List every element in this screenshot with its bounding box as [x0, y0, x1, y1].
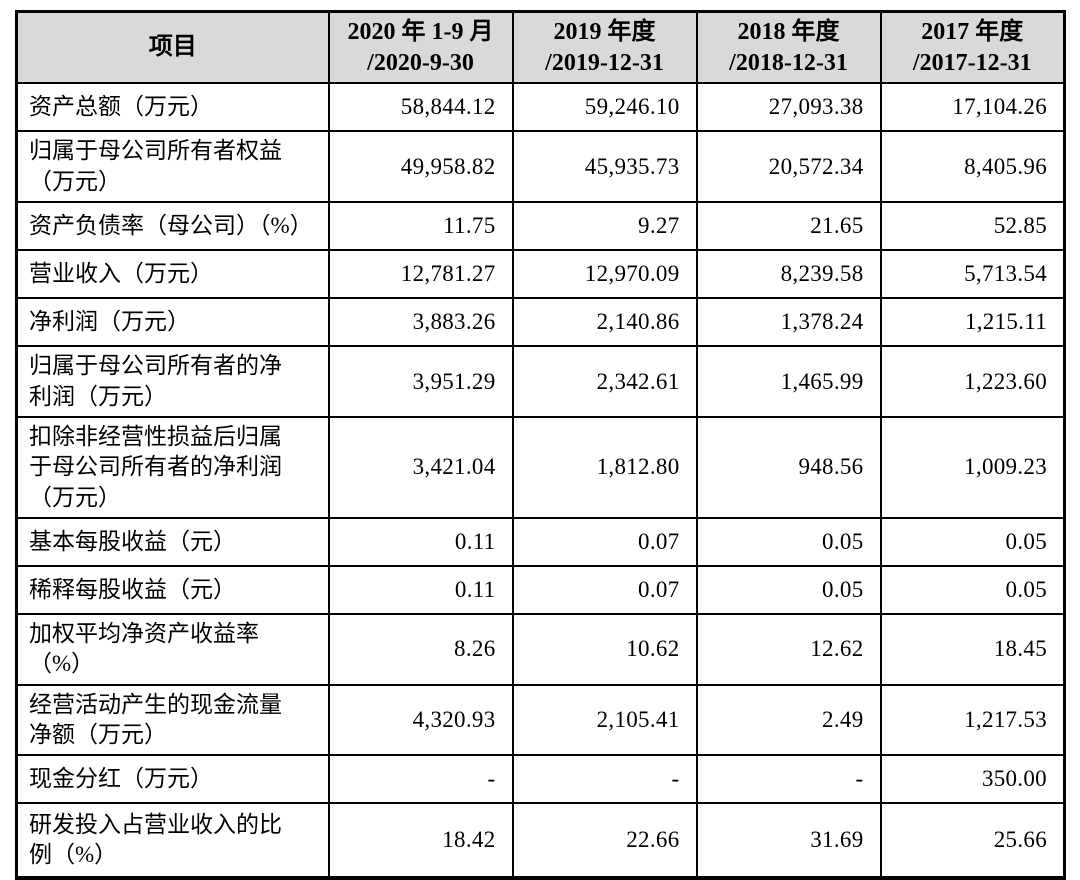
cell-value: 2,140.86 [511, 297, 698, 348]
cell-value: 25.66 [879, 802, 1066, 880]
cell-value: 1,223.60 [879, 345, 1066, 418]
cell-value: 3,421.04 [327, 415, 514, 519]
cell-value: 2,105.41 [511, 683, 698, 757]
cell-value: 22.66 [511, 802, 698, 880]
column-header-item: 项目 [15, 10, 330, 85]
header-row: 项目 2020 年 1-9 月 /2020-9-30 2019 年度 /2019… [15, 10, 1066, 85]
cell-value: 8,239.58 [695, 249, 882, 300]
row-label: 现金分红（万元） [15, 754, 330, 805]
cell-value: 20,572.34 [695, 130, 882, 204]
cell-value: 21.65 [695, 201, 882, 252]
column-header-2019: 2019 年度 /2019-12-31 [511, 10, 698, 85]
cell-value: 1,378.24 [695, 297, 882, 348]
cell-value: 12.62 [695, 612, 882, 686]
cell-value: 27,093.38 [695, 82, 882, 133]
cell-value: 0.07 [511, 516, 698, 567]
cell-value: 31.69 [695, 802, 882, 880]
cell-value: 12,970.09 [511, 249, 698, 300]
cell-value: 1,215.11 [879, 297, 1066, 348]
cell-value: 0.05 [879, 564, 1066, 615]
cell-value: 11.75 [327, 201, 514, 252]
header-date-label: /2019-12-31 [545, 49, 664, 76]
row-label: 研发投入占营业收入的比 例（%） [15, 802, 330, 880]
cell-value: 12,781.27 [327, 249, 514, 300]
row-label: 稀释每股收益（元） [15, 564, 330, 615]
cell-value: 18.45 [879, 612, 1066, 686]
cell-value: 948.56 [695, 415, 882, 519]
cell-value: 2.49 [695, 683, 882, 757]
column-header-2018: 2018 年度 /2018-12-31 [695, 10, 882, 85]
header-period-label: 2020 年 1-9 月 [347, 19, 494, 45]
header-date-label: /2017-12-31 [912, 49, 1032, 76]
table-row-operating-cash-flow: 经营活动产生的现金流量 净额（万元） 4,320.93 2,105.41 2.4… [15, 683, 1066, 757]
table-row-weighted-roe: 加权平均净资产收益率 （%） 8.26 10.62 12.62 18.45 [15, 612, 1066, 686]
header-date-label: /2020-9-30 [367, 49, 474, 76]
cell-value: 18.42 [327, 802, 514, 880]
cell-value: 17,104.26 [879, 82, 1066, 133]
table-row-debt-ratio: 资产负债率（母公司）（%） 11.75 9.27 21.65 52.85 [15, 201, 1066, 252]
cell-value: 52.85 [879, 201, 1066, 252]
cell-value: 350.00 [879, 754, 1066, 805]
table-row-parent-equity: 归属于母公司所有者权益 （万元） 49,958.82 45,935.73 20,… [15, 130, 1066, 204]
cell-value: 1,217.53 [879, 683, 1066, 757]
row-label: 归属于母公司所有者权益 （万元） [15, 130, 330, 204]
cell-value: 0.11 [327, 564, 514, 615]
column-header-2020: 2020 年 1-9 月 /2020-9-30 [327, 10, 514, 85]
cell-value: 0.05 [695, 564, 882, 615]
cell-value: 1,812.80 [511, 415, 698, 519]
cell-value: 58,844.12 [327, 82, 514, 133]
table-row-total-assets: 资产总额（万元） 58,844.12 59,246.10 27,093.38 1… [15, 82, 1066, 133]
cell-value: 0.05 [695, 516, 882, 567]
cell-value: - [511, 754, 698, 805]
row-label: 营业收入（万元） [15, 249, 330, 300]
cell-value: 1,009.23 [879, 415, 1066, 519]
cell-value: 8.26 [327, 612, 514, 686]
row-label: 归属于母公司所有者的净 利润（万元） [15, 345, 330, 418]
table-row-revenue: 营业收入（万元） 12,781.27 12,970.09 8,239.58 5,… [15, 249, 1066, 300]
row-label: 基本每股收益（元） [15, 516, 330, 567]
cell-value: 45,935.73 [511, 130, 698, 204]
table-row-basic-eps: 基本每股收益（元） 0.11 0.07 0.05 0.05 [15, 516, 1066, 567]
financial-summary-table: 项目 2020 年 1-9 月 /2020-9-30 2019 年度 /2019… [15, 10, 1066, 880]
cell-value: 3,951.29 [327, 345, 514, 418]
row-label: 经营活动产生的现金流量 净额（万元） [15, 683, 330, 757]
header-date-label: /2018-12-31 [729, 49, 848, 76]
cell-value: 59,246.10 [511, 82, 698, 133]
cell-value: 0.07 [511, 564, 698, 615]
column-header-2017: 2017 年度 /2017-12-31 [879, 10, 1066, 85]
cell-value: 9.27 [511, 201, 698, 252]
cell-value: 1,465.99 [695, 345, 882, 418]
row-label: 资产负债率（母公司）（%） [15, 201, 330, 252]
cell-value: 2,342.61 [511, 345, 698, 418]
header-period-label: 2017 年度 [921, 19, 1024, 45]
table-row-parent-net-profit: 归属于母公司所有者的净 利润（万元） 3,951.29 2,342.61 1,4… [15, 345, 1066, 418]
cell-value: 5,713.54 [879, 249, 1066, 300]
cell-value: 4,320.93 [327, 683, 514, 757]
table-row-deducted-net-profit: 扣除非经营性损益后归属 于母公司所有者的净利润 （万元） 3,421.04 1,… [15, 415, 1066, 519]
cell-value: 0.05 [879, 516, 1066, 567]
cell-value: - [327, 754, 514, 805]
table-row-diluted-eps: 稀释每股收益（元） 0.11 0.07 0.05 0.05 [15, 564, 1066, 615]
row-label: 资产总额（万元） [15, 82, 330, 133]
cell-value: 10.62 [511, 612, 698, 686]
cell-value: 0.11 [327, 516, 514, 567]
header-period-label: 2018 年度 [737, 19, 840, 45]
row-label: 净利润（万元） [15, 297, 330, 348]
table-row-cash-dividend: 现金分红（万元） - - - 350.00 [15, 754, 1066, 805]
table-row-rd-ratio: 研发投入占营业收入的比 例（%） 18.42 22.66 31.69 25.66 [15, 802, 1066, 880]
header-period-label: 2019 年度 [553, 19, 656, 45]
cell-value: 8,405.96 [879, 130, 1066, 204]
row-label: 扣除非经营性损益后归属 于母公司所有者的净利润 （万元） [15, 415, 330, 519]
cell-value: 49,958.82 [327, 130, 514, 204]
cell-value: 3,883.26 [327, 297, 514, 348]
table-row-net-profit: 净利润（万元） 3,883.26 2,140.86 1,378.24 1,215… [15, 297, 1066, 348]
cell-value: - [695, 754, 882, 805]
row-label: 加权平均净资产收益率 （%） [15, 612, 330, 686]
